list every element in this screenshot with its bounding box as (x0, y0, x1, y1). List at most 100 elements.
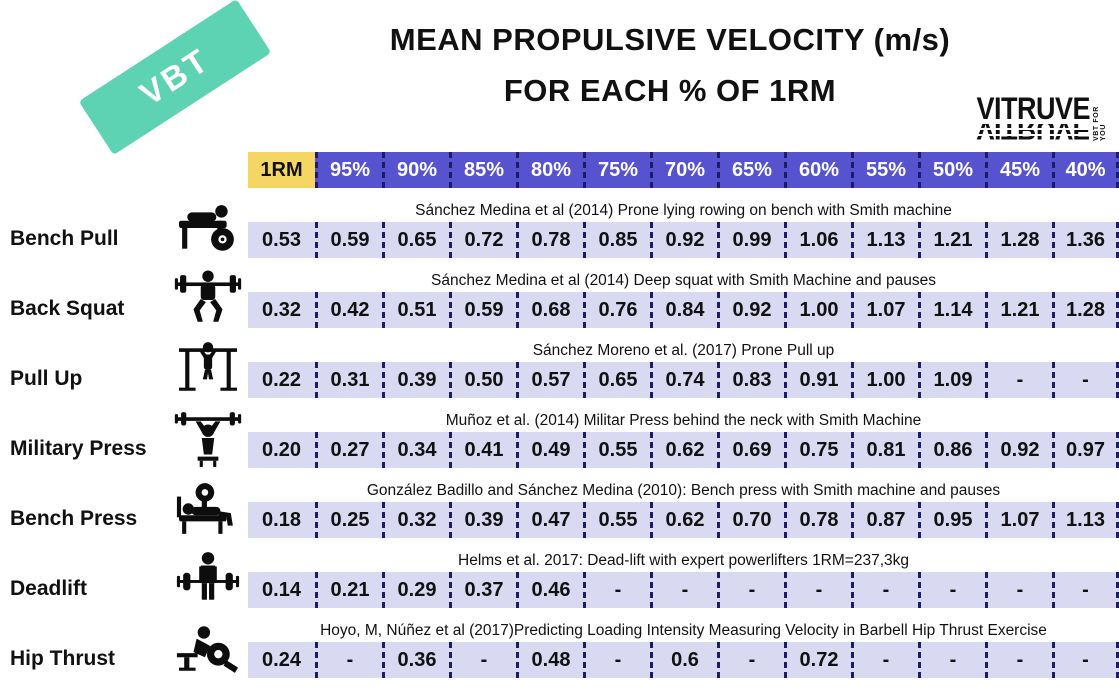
value-cell: 1.28 (985, 222, 1052, 258)
back-squat-icon (170, 270, 246, 328)
value-cell: 1.13 (851, 222, 918, 258)
exercise-left-column: Bench Pull (0, 200, 248, 258)
value-cell: 0.99 (717, 222, 784, 258)
header-spacer (0, 152, 248, 188)
value-cell: 1.14 (918, 292, 985, 328)
bench-press-icon (170, 480, 246, 538)
value-cell: - (650, 572, 717, 608)
value-cell: - (784, 572, 851, 608)
value-cell: 0.31 (315, 362, 382, 398)
value-cell: 0.59 (315, 222, 382, 258)
header-cell-1rm: 1RM (248, 152, 315, 188)
header-cell-pct: 90% (382, 152, 449, 188)
deadlift-icon (170, 550, 246, 608)
exercise-block: Back Squat Sánchez Medina et al (2014) De… (0, 270, 1119, 328)
reflection-stripes (976, 122, 1090, 142)
exercise-data-area: Sánchez Moreno et al. (2017) Prone Pull … (248, 340, 1119, 398)
header-cell-pct: 85% (449, 152, 516, 188)
value-cell: - (1052, 572, 1119, 608)
value-cell: 0.27 (315, 432, 382, 468)
bench-pull-icon (170, 200, 246, 258)
exercise-block: Military Press Muñoz et al. (2014) Milita… (0, 410, 1119, 468)
exercise-left-column: Deadlift (0, 550, 248, 608)
value-cell: 0.95 (918, 502, 985, 538)
value-row: 0.53 0.59 0.65 0.72 0.78 0.85 0.92 0.99 1.06 1.13… (248, 222, 1119, 258)
value-cell: 0.62 (650, 502, 717, 538)
value-cell: 0.37 (449, 572, 516, 608)
value-cell: 1.13 (1052, 502, 1119, 538)
value-cell: - (717, 642, 784, 678)
exercise-data-area: Sánchez Medina et al (2014) Deep squat w… (248, 270, 1119, 328)
value-cell: - (918, 642, 985, 678)
exercise-left-column: Pull Up (0, 340, 248, 398)
value-cell: 1.28 (1052, 292, 1119, 328)
value-cell: 1.09 (918, 362, 985, 398)
value-cell: - (985, 572, 1052, 608)
vitruve-logo: VITRUVE VITRUVE VBT FOR YOU (976, 93, 1107, 142)
value-cell: 0.62 (650, 432, 717, 468)
value-row: 0.20 0.27 0.34 0.41 0.49 0.55 0.62 0.69 0.75 0.81… (248, 432, 1119, 468)
value-cell: 0.72 (784, 642, 851, 678)
value-cell: 0.91 (784, 362, 851, 398)
value-cell: - (985, 642, 1052, 678)
value-cell: 1.07 (851, 292, 918, 328)
header-cell-pct: 95% (315, 152, 382, 188)
value-cell: - (583, 642, 650, 678)
value-cell: 0.65 (583, 362, 650, 398)
value-cell: 0.47 (516, 502, 583, 538)
value-cell: - (851, 642, 918, 678)
vbt-badge: VBT (78, 0, 272, 156)
value-cell: 0.92 (717, 292, 784, 328)
citation-text: González Badillo and Sánchez Medina (201… (366, 482, 1001, 499)
exercise-label: Deadlift (10, 577, 88, 600)
value-cell: 0.78 (784, 502, 851, 538)
value-cell: 0.76 (583, 292, 650, 328)
header-cell-pct: 40% (1052, 152, 1119, 188)
exercise-rows: Bench Pull Sánchez Medina et al (2014) Pr… (0, 200, 1119, 690)
value-cell: 0.22 (262, 368, 301, 391)
value-cell: 0.42 (315, 292, 382, 328)
value-cell: 0.53 (262, 228, 301, 251)
value-row: 0.24-0.36-0.48-0.6-0.72- - - - (248, 642, 1119, 678)
value-cell: 0.36 (382, 642, 449, 678)
value-cell: 0.32 (262, 298, 301, 321)
header-cell-pct: 80% (516, 152, 583, 188)
value-cell: 1.06 (784, 222, 851, 258)
value-cell: 0.21 (315, 572, 382, 608)
vitruve-tagline: VBT FOR YOU (1093, 106, 1107, 141)
value-cell: - (583, 572, 650, 608)
value-cell: 1.00 (784, 292, 851, 328)
value-cell: 0.70 (717, 502, 784, 538)
value-cell: - (851, 572, 918, 608)
value-cell: 0.68 (516, 292, 583, 328)
exercise-data-area: Helms et al. 2017: Dead-lift with expert… (248, 550, 1119, 608)
value-cell: 0.39 (382, 362, 449, 398)
header-cells: 1RM 95% 90% 85% 80% 75% 70% 65% 60% 55% 50% 45% 40% (248, 152, 1119, 188)
value-cell: 0.65 (382, 222, 449, 258)
value-cell: 0.41 (449, 432, 516, 468)
value-cell: 0.86 (918, 432, 985, 468)
value-cell: 0.81 (851, 432, 918, 468)
value-cell: 0.84 (650, 292, 717, 328)
citation-text: Muñoz et al. (2014) Militar Press behind… (445, 412, 922, 429)
exercise-block: Hip Thrust Hoyo, M, Núñez et al (2017)Pre… (0, 620, 1119, 678)
citation-text: Sánchez Medina et al (2014) Prone lying … (415, 202, 952, 219)
exercise-data-area: Sánchez Medina et al (2014) Prone lying … (248, 200, 1119, 258)
value-cell: 1.21 (918, 222, 985, 258)
value-cell: 0.83 (717, 362, 784, 398)
value-cell: 1.36 (1052, 222, 1119, 258)
value-cell: - (918, 572, 985, 608)
header-cell-pct: 45% (985, 152, 1052, 188)
exercise-left-column: Bench Press (0, 480, 248, 538)
value-cell: 1.21 (985, 292, 1052, 328)
exercise-block: Bench Press González Badillo and Sánchez … (0, 480, 1119, 538)
value-cell: 0.87 (851, 502, 918, 538)
value-cell: 1.00 (851, 362, 918, 398)
exercise-label: Back Squat (10, 297, 125, 320)
value-cell: 0.39 (449, 502, 516, 538)
value-cell: 0.55 (583, 502, 650, 538)
exercise-left-column: Military Press (0, 410, 248, 468)
value-row: 0.14 0.21 0.29 0.37 0.46- - - - - - - - (248, 572, 1119, 608)
value-cell: 0.18 (262, 508, 301, 531)
value-cell: 0.25 (315, 502, 382, 538)
